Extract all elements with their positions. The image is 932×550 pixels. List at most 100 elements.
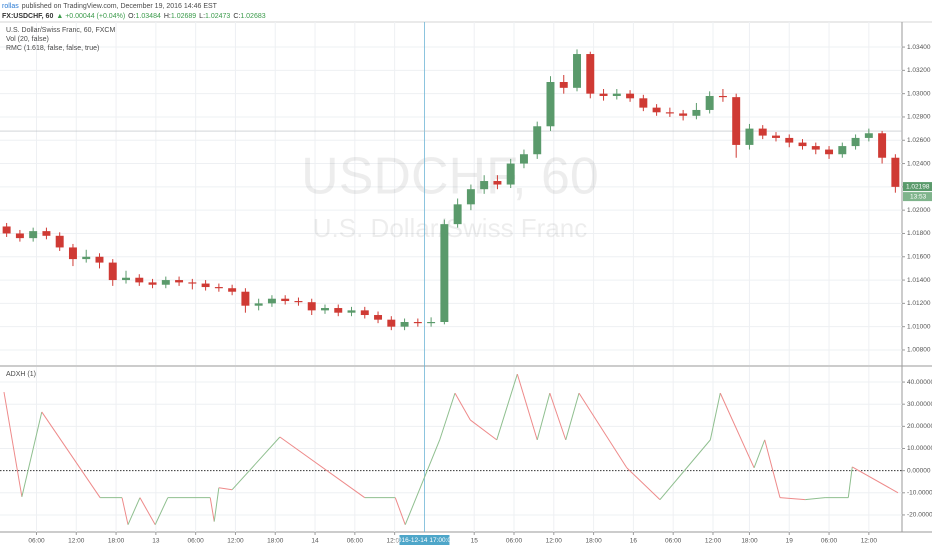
adx-segment: [709, 393, 721, 440]
adx-segment: [578, 392, 628, 469]
adx-segment: [536, 393, 551, 440]
adx-segment: [394, 497, 406, 525]
y-tick-label: -20.00000: [907, 512, 932, 519]
y-tick-label: 0.00000: [907, 467, 931, 474]
x-tick-label: 06:00: [28, 538, 45, 545]
candle-body: [599, 93, 608, 96]
adx-segment: [549, 392, 567, 441]
ohlc-key: H:: [164, 13, 171, 20]
candle-body: [254, 303, 263, 306]
watermark-sub: U.S. Dollar/Swiss Franc: [313, 213, 588, 243]
ohlc-value: 1.03484: [136, 13, 161, 20]
candle-body: [626, 93, 635, 99]
x-tick-label: 15: [471, 538, 479, 545]
x-tick-label: 06:00: [665, 538, 682, 545]
candle-body: [148, 282, 157, 285]
candle-body: [214, 287, 223, 289]
candle-body: [546, 82, 555, 127]
y-tick-label: 1.03200: [907, 67, 931, 74]
y-tick-label: -10.00000: [907, 490, 932, 497]
author: rollas: [2, 3, 19, 10]
ohlc-key: L:: [199, 13, 205, 20]
candle-body: [281, 298, 290, 302]
candle-body: [745, 128, 754, 145]
candle-body: [573, 54, 581, 88]
candle-body: [334, 308, 343, 313]
adx-segment: [21, 411, 43, 497]
published: published on TradingView.com, December 1…: [22, 3, 218, 10]
candle-body: [95, 256, 104, 263]
candle-body: [705, 95, 714, 110]
y-tick-label: 1.00800: [907, 347, 931, 354]
adx-segment: [779, 497, 806, 501]
candle-body: [201, 283, 210, 288]
adx-segment: [852, 466, 899, 494]
candle-body: [374, 315, 383, 320]
candle-body: [387, 319, 396, 327]
y-tick-label: 40.00000: [907, 379, 932, 386]
adx-segment: [139, 497, 156, 525]
countdown-box: [903, 192, 932, 202]
adx-segment: [469, 419, 498, 441]
candle-body: [108, 262, 117, 281]
x-tick-label: 12:00: [546, 538, 563, 545]
adx-segment: [209, 497, 215, 522]
y-tick-label: 1.03000: [907, 90, 931, 97]
candle-body: [772, 135, 780, 138]
candle-body: [878, 133, 887, 158]
candle-body: [161, 280, 170, 285]
candle-body: [122, 277, 130, 281]
candle-body: [811, 146, 820, 150]
ohlc-value: 1.02689: [171, 13, 196, 20]
candle-body: [798, 142, 807, 147]
candle-body: [175, 280, 184, 283]
candle-body: [466, 189, 475, 205]
y-tick-label: 1.01800: [907, 230, 931, 237]
y-tick-label: 1.01400: [907, 277, 931, 284]
candle-body: [732, 97, 741, 145]
adx-segment: [496, 373, 518, 441]
candle-body: [785, 137, 794, 143]
candle-body: [891, 157, 900, 187]
candle-body: [864, 133, 873, 138]
adx-segment: [231, 436, 281, 491]
symbol: FX:USDCHF, 60: [2, 13, 53, 20]
candle-body: [440, 224, 449, 323]
y-tick-label: 1.03400: [907, 44, 931, 51]
candle-body: [665, 112, 674, 114]
candle-body: [241, 291, 250, 306]
y-tick-label: 1.02000: [907, 207, 931, 214]
x-tick-label: 19: [786, 538, 794, 545]
change: ▲ +0.00044 (+0.04%): [56, 13, 125, 20]
candle-body: [68, 247, 77, 260]
y-tick-label: 1.02400: [907, 160, 931, 167]
candle-body: [519, 154, 528, 164]
candle-body: [135, 277, 144, 283]
header-line: rollas published on TradingView.com, Dece…: [2, 3, 218, 10]
adx-segment: [659, 439, 711, 500]
candle-body: [42, 231, 51, 236]
candle-body: [639, 98, 648, 108]
countdown-label: 13:53: [910, 193, 927, 200]
y-tick-label: 1.02600: [907, 137, 931, 144]
candle-body: [360, 310, 369, 316]
candle-body: [82, 256, 91, 260]
candle-body: [55, 235, 64, 248]
adx-segment: [404, 439, 441, 525]
candle-body: [692, 109, 701, 116]
adx-segment: [41, 411, 101, 498]
y-tick-label: 1.02800: [907, 114, 931, 121]
candle-body: [453, 204, 462, 225]
adx-segment: [154, 497, 169, 525]
x-tick-label: 18:00: [741, 538, 758, 545]
x-tick-label: 12:00: [705, 538, 722, 545]
candle-body: [480, 181, 489, 190]
candle-body: [559, 82, 568, 88]
candle-body: [29, 231, 38, 239]
candle-body: [267, 298, 276, 304]
adx-segment: [127, 497, 141, 525]
x-tick-label: 18:00: [108, 538, 125, 545]
adx-segment: [454, 392, 471, 421]
x-tick-label: 12:00: [386, 538, 403, 545]
